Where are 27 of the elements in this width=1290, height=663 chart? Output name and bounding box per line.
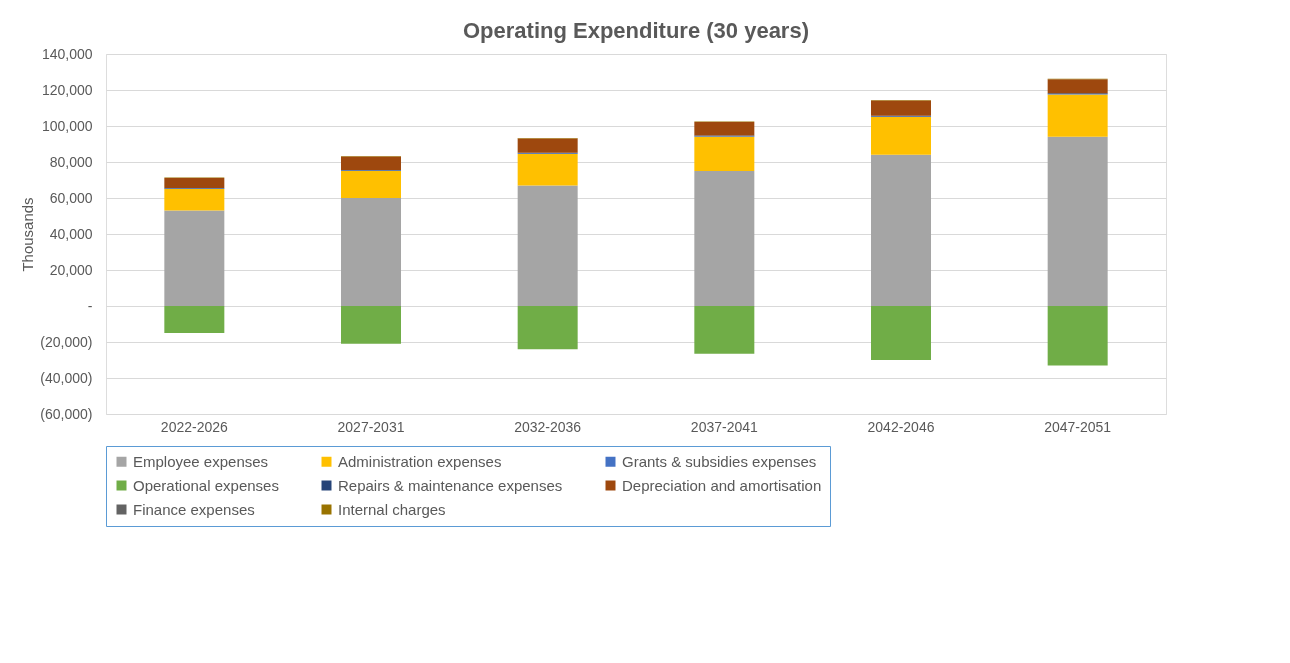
x-tick-label: 2027-2031: [337, 418, 405, 435]
legend-label: Repairs & maintenance expenses: [338, 476, 563, 494]
x-tick-label: 2037-2041: [690, 418, 759, 435]
y-tick-label: 20,000: [49, 261, 93, 278]
y-tick-label: 100,000: [41, 117, 93, 134]
y-tick-label: (60,000): [40, 405, 93, 422]
legend-label: Internal charges: [338, 500, 446, 518]
legend-label: Operational expenses: [133, 476, 279, 494]
x-tick-label: 2042-2046: [867, 418, 935, 435]
y-axis-title: Thousands: [19, 197, 37, 272]
y-tick-label: (40,000): [40, 369, 93, 386]
y-tick-label: 140,000: [41, 45, 93, 62]
y-tick-label: 60,000: [49, 189, 93, 206]
x-tick-label: 2047-2051: [1044, 418, 1112, 435]
x-tick-label: 2032-2036: [514, 418, 582, 435]
x-tick-label: 2022-2026: [160, 418, 229, 435]
y-tick-label: (20,000): [40, 333, 93, 350]
legend-label: Administration expenses: [338, 452, 502, 470]
legend-label: Grants & subsidies expenses: [622, 452, 817, 470]
legend-label: Depreciation and amortisation: [622, 476, 822, 494]
y-tick-label: -: [87, 297, 93, 314]
y-tick-label: 120,000: [41, 81, 93, 98]
legend-label: Employee expenses: [133, 452, 269, 470]
y-tick-label: 40,000: [49, 225, 93, 242]
legend-label: Finance expenses: [133, 500, 255, 518]
chart-title: Operating Expenditure (30 years): [463, 18, 809, 43]
y-tick-label: 80,000: [49, 153, 93, 170]
